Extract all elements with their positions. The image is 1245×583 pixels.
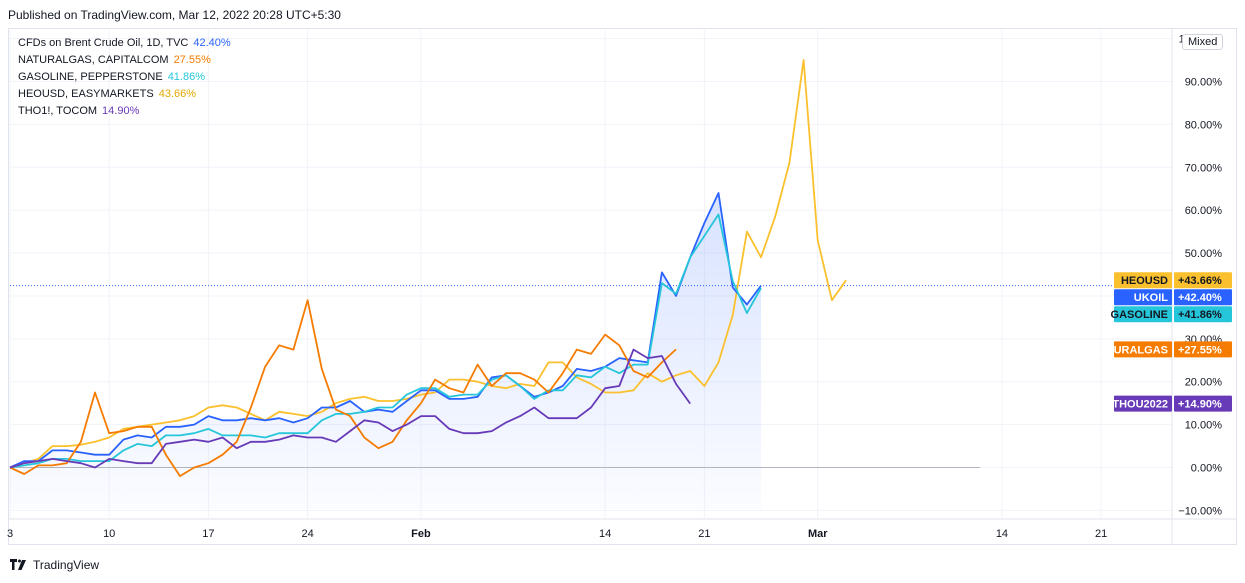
y-tick-label: 10.00% (1185, 420, 1223, 432)
badge-name-heousd: HEOUSD (1121, 275, 1168, 287)
x-tick-label: Mar (808, 528, 828, 540)
x-tick-label: 3 (7, 528, 13, 540)
badge-value-heousd: +43.66% (1178, 275, 1222, 287)
x-tick-label: 14 (599, 528, 611, 540)
scale-mode-button[interactable]: Mixed (1182, 34, 1224, 50)
legend-row-heousd[interactable]: HEOUSD, EASYMARKETS 43.66% (18, 86, 231, 103)
y-tick-label: 20.00% (1185, 377, 1223, 389)
x-tick-label: 24 (301, 528, 313, 540)
legend-name: GASOLINE, PEPPERSTONE (18, 71, 163, 83)
legend-value: 41.86% (167, 71, 205, 83)
badge-value-bg-thou2022 (1174, 395, 1232, 412)
y-tick-label: 80.00% (1185, 119, 1223, 131)
x-tick-label: 21 (698, 528, 710, 540)
legend-value: 27.55% (173, 54, 211, 66)
legend-value: 42.40% (193, 37, 231, 49)
x-tick-label: 17 (202, 528, 214, 540)
badge-value-naturalgas: +27.55% (1178, 344, 1222, 356)
x-tick-label: 14 (996, 528, 1008, 540)
ukoil-area-fill (10, 193, 762, 509)
legend-row-naturalgas[interactable]: NATURALGAS, CAPITALCOM 27.55% (18, 52, 231, 69)
series-line-gasoline (9, 213, 762, 469)
badge-name-bg-ukoil (1114, 289, 1172, 306)
chart-legend: CFDs on Brent Crude Oil, 1D, TVC 42.40% N… (18, 35, 231, 120)
badge-value-bg-heousd (1174, 272, 1232, 289)
badge-value-ukoil: +42.40% (1178, 292, 1222, 304)
badge-name-bg-thou2022 (1114, 395, 1172, 412)
y-tick-label: 70.00% (1185, 162, 1223, 174)
x-tick-label: 21 (1095, 528, 1107, 540)
footer-brand-label: TradingView (33, 558, 100, 572)
series-line-naturalgas (9, 299, 677, 477)
badge-name-bg-heousd (1114, 272, 1172, 289)
badge-name-gasoline: GASOLINE (1111, 309, 1168, 321)
published-caption: Published on TradingView.com, Mar 12, 20… (8, 8, 341, 22)
badge-name-ukoil: UKOIL (1134, 292, 1169, 304)
tradingview-logo-icon (10, 559, 26, 570)
badge-value-bg-ukoil (1174, 289, 1232, 306)
series-line-heousd (9, 59, 847, 469)
y-tick-label: −10.00% (1178, 505, 1222, 517)
y-tick-label: 0.00% (1191, 463, 1222, 475)
legend-name: CFDs on Brent Crude Oil, 1D, TVC (18, 37, 189, 49)
legend-name: HEOUSD, EASYMARKETS (18, 88, 154, 100)
y-tick-label: 60.00% (1185, 205, 1223, 217)
badge-value-gasoline: +41.86% (1178, 309, 1222, 321)
y-tick-label: 50.00% (1185, 248, 1223, 260)
badge-value-thou2022: +14.90% (1178, 399, 1222, 411)
badge-name-naturalgas: NATURALGAS (1092, 344, 1168, 356)
series-line-thou2022 (9, 348, 691, 469)
legend-row-tho1[interactable]: THO1!, TOCOM 14.90% (18, 103, 231, 120)
series-line-ukoil (9, 192, 762, 469)
badge-value-bg-naturalgas (1174, 341, 1232, 358)
footer-brand: TradingView (10, 558, 99, 572)
legend-name: NATURALGAS, CAPITALCOM (18, 54, 169, 66)
chart-frame (8, 28, 1237, 545)
x-tick-label: 10 (103, 528, 115, 540)
x-tick-label: Feb (411, 528, 431, 540)
badge-name-bg-gasoline (1114, 306, 1172, 323)
badge-name-bg-naturalgas (1114, 341, 1172, 358)
legend-value: 43.66% (158, 88, 197, 100)
legend-row-gasoline[interactable]: GASOLINE, PEPPERSTONE 41.86% (18, 69, 231, 86)
badge-name-thou2022: THOU2022 (1112, 399, 1168, 411)
y-tick-label: 90.00% (1185, 76, 1223, 88)
badge-value-bg-gasoline (1174, 306, 1232, 323)
legend-value: 14.90% (102, 105, 140, 117)
legend-name: THO1!, TOCOM (18, 105, 98, 117)
legend-row-ukoil[interactable]: CFDs on Brent Crude Oil, 1D, TVC 42.40% (18, 35, 231, 52)
